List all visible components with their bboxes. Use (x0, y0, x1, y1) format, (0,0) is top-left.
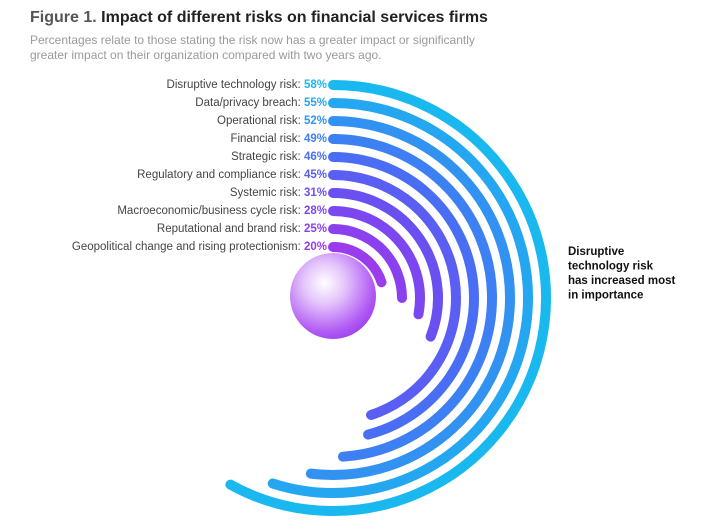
value-label: 46% (304, 151, 327, 163)
bar-label: Financial risk: 49% (230, 133, 327, 145)
annotation-line: in importance (568, 290, 643, 302)
arc-bar (328, 224, 407, 303)
bar-label: Macroeconomic/business cycle risk: 28% (117, 205, 327, 217)
arc-bar (267, 98, 533, 498)
value-label: 31% (304, 187, 327, 199)
bar-label: Reputational and brand risk: 25% (157, 223, 327, 235)
subtitle-line: greater impact on their organization com… (30, 48, 382, 62)
title-prefix: Figure 1. (30, 9, 97, 26)
sphere (290, 253, 376, 339)
value-label: 28% (304, 205, 327, 217)
value-label: 49% (304, 133, 327, 145)
category-label: Reputational and brand risk: (157, 223, 301, 235)
category-label: Macroeconomic/business cycle risk: (117, 205, 300, 217)
title-text: Impact of different risks on financial s… (101, 9, 488, 26)
annotation-line: technology risk (568, 261, 654, 273)
value-label: 52% (304, 115, 327, 127)
bar-label: Disruptive technology risk: 58% (167, 79, 327, 91)
category-label: Data/privacy breach: (195, 97, 300, 109)
value-label: 45% (304, 169, 327, 181)
annotation-line: has increased most (568, 275, 676, 287)
arc-bar (328, 152, 479, 440)
category-label: Geopolitical change and rising protectio… (72, 241, 301, 253)
value-label: 55% (304, 97, 327, 109)
category-label: Systemic risk: (230, 187, 301, 199)
arc-bar (328, 170, 461, 420)
bar-label: Operational risk: 52% (217, 115, 327, 127)
bar-label: Strategic risk: 46% (231, 151, 327, 163)
arc-bar (305, 116, 515, 480)
category-label: Operational risk: (217, 115, 301, 127)
value-label: 58% (304, 79, 327, 91)
bar-label: Regulatory and compliance risk: 45% (137, 169, 327, 181)
value-label: 25% (304, 223, 327, 235)
category-label: Strategic risk: (231, 151, 301, 163)
subtitle-line: Percentages relate to those stating the … (30, 33, 475, 47)
arc-bar (225, 80, 551, 516)
category-label: Regulatory and compliance risk: (137, 169, 301, 181)
arc-bar (328, 206, 425, 320)
annotation-line: Disruptive (568, 246, 624, 258)
arc-bar (328, 134, 497, 462)
category-label: Disruptive technology risk: (167, 79, 301, 91)
bar-label: Data/privacy breach: 55% (195, 97, 327, 109)
bar-label: Systemic risk: 31% (230, 187, 327, 199)
category-label: Financial risk: (230, 133, 300, 145)
chart-title: Figure 1. Impact of different risks on f… (30, 9, 488, 26)
arc-bar (328, 188, 443, 342)
bar-label: Geopolitical change and rising protectio… (72, 241, 327, 253)
arc-bar (328, 242, 387, 288)
value-label: 20% (304, 241, 327, 253)
